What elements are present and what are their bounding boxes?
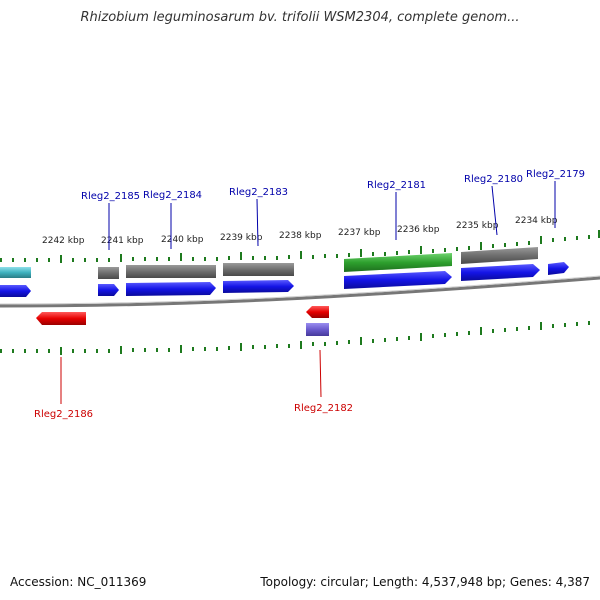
- forward-arrow-left[interactable]: [0, 285, 31, 297]
- accession-text: Accession: NC_011369: [10, 575, 147, 589]
- gene-arrow-2179[interactable]: [548, 262, 569, 275]
- gene-label-2181[interactable]: Rleg2_2181: [367, 180, 426, 191]
- reverse-gene-arrows: [36, 306, 329, 336]
- gene-arrow-2183[interactable]: [223, 280, 294, 293]
- tick-label-2236: 2236 kbp: [397, 225, 440, 235]
- gene-label-2182[interactable]: Rleg2_2182: [294, 403, 353, 414]
- upper-tick-ruler: [0, 230, 600, 263]
- leader-2182: [319, 349, 322, 398]
- leader-2180: [491, 185, 498, 236]
- cds-feature-2180[interactable]: [461, 247, 538, 264]
- upper-feature-row: [0, 247, 538, 279]
- gene-arrow-2180[interactable]: [461, 264, 540, 281]
- gene-arrow-2181[interactable]: [344, 271, 452, 289]
- tick-label-2242: 2242 kbp: [42, 236, 85, 246]
- tick-label-2239: 2239 kbp: [220, 233, 263, 243]
- green-feature-2181[interactable]: [344, 253, 452, 272]
- label-leader-lines: [60, 181, 556, 404]
- cds-feature-2184[interactable]: [126, 265, 216, 278]
- tick-label-2240: 2240 kbp: [161, 235, 204, 245]
- cds-feature-2183[interactable]: [223, 263, 294, 276]
- genome-summary-text: Topology: circular; Length: 4,537,948 bp…: [260, 575, 590, 589]
- gene-arrow-2185[interactable]: [98, 284, 119, 296]
- gene-arrow-2182[interactable]: [306, 306, 329, 318]
- tick-label-2234: 2234 kbp: [515, 216, 558, 226]
- gene-label-2179[interactable]: Rleg2_2179: [526, 169, 585, 180]
- teal-feature[interactable]: [0, 267, 31, 278]
- genome-backbone-highlight: [0, 275, 600, 305]
- gene-label-2180[interactable]: Rleg2_2180: [464, 174, 523, 185]
- gene-arrow-2184[interactable]: [126, 282, 216, 296]
- tick-label-2235: 2235 kbp: [456, 221, 499, 231]
- cds-feature-2185[interactable]: [98, 267, 119, 279]
- tick-label-2237: 2237 kbp: [338, 228, 381, 238]
- gene-label-2185[interactable]: Rleg2_2185: [81, 191, 140, 202]
- forward-gene-arrows: [0, 262, 569, 297]
- gene-arrow-2186[interactable]: [36, 312, 86, 325]
- leader-2183: [256, 198, 259, 247]
- gene-label-2183[interactable]: Rleg2_2183: [229, 187, 288, 198]
- tick-label-2241: 2241 kbp: [101, 236, 144, 246]
- gene-label-2184[interactable]: Rleg2_2184: [143, 190, 202, 201]
- tick-label-2238: 2238 kbp: [279, 231, 322, 241]
- genome-title: Rhizobium leguminosarum bv. trifolii WSM…: [80, 10, 520, 25]
- purple-feature-2182[interactable]: [306, 323, 329, 336]
- lower-tick-ruler: [0, 321, 590, 355]
- gene-label-2186[interactable]: Rleg2_2186: [34, 409, 93, 420]
- genome-backbone: [0, 276, 600, 308]
